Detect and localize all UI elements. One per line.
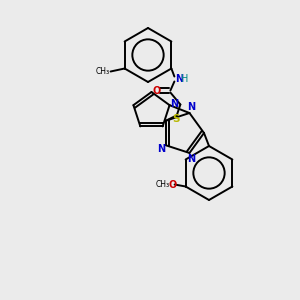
Text: H: H bbox=[182, 74, 189, 83]
Text: N: N bbox=[157, 144, 165, 154]
Text: N: N bbox=[170, 99, 178, 109]
Text: CH₃: CH₃ bbox=[156, 180, 170, 189]
Text: CH₃: CH₃ bbox=[95, 67, 110, 76]
Text: O: O bbox=[152, 85, 160, 95]
Text: S: S bbox=[172, 115, 180, 124]
Text: N: N bbox=[187, 154, 195, 164]
Text: N: N bbox=[176, 74, 184, 83]
Text: N: N bbox=[187, 102, 195, 112]
Text: O: O bbox=[169, 179, 177, 190]
